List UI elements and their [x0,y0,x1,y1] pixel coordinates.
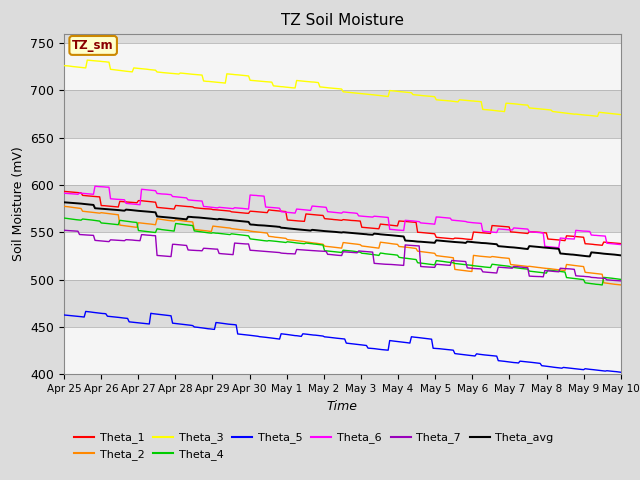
Bar [64,43,621,90]
Y-axis label: Soil Moisture (mV): Soil Moisture (mV) [12,146,25,262]
Bar [64,138,621,185]
Bar [64,280,621,327]
X-axis label: Time: Time [327,400,358,413]
Bar [64,232,621,280]
Bar [64,185,621,232]
Bar [64,327,621,374]
Title: TZ Soil Moisture: TZ Soil Moisture [281,13,404,28]
Legend: Theta_1, Theta_2, Theta_3, Theta_4, Theta_5, Theta_6, Theta_7, Theta_avg: Theta_1, Theta_2, Theta_3, Theta_4, Thet… [70,428,558,464]
Text: TZ_sm: TZ_sm [72,39,114,52]
Bar [64,90,621,138]
